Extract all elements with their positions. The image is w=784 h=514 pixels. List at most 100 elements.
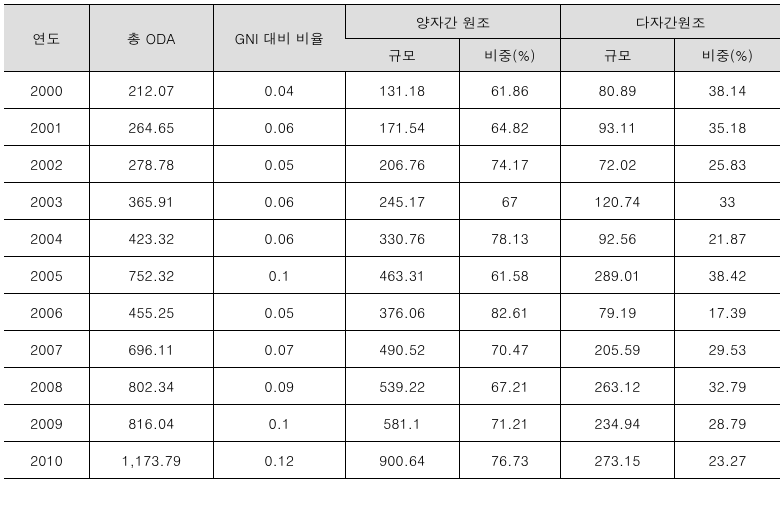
cell-total-oda: 1,173.79	[89, 442, 213, 479]
header-multilateral-share: 비중(%)	[674, 39, 780, 72]
cell-year: 2010	[4, 442, 89, 479]
cell-bilateral-share: 61.86	[459, 72, 561, 109]
cell-total-oda: 455.25	[89, 294, 213, 331]
header-year: 연도	[4, 5, 89, 72]
header-bilateral-share: 비중(%)	[459, 39, 561, 72]
table-row: 2005752.320.1463.3161.58289.0138.42	[4, 257, 780, 294]
cell-multilateral-scale: 289.01	[561, 257, 675, 294]
cell-multilateral-scale: 234.94	[561, 405, 675, 442]
cell-year: 2006	[4, 294, 89, 331]
table-row: 2008802.340.09539.2267.21263.1232.79	[4, 368, 780, 405]
cell-gni-ratio: 0.09	[213, 368, 345, 405]
table-header: 연도 총 ODA GNI 대비 비율 양자간 원조 다자간원조 규모 비중(%)…	[4, 5, 780, 72]
cell-multilateral-share: 25.83	[674, 146, 780, 183]
cell-gni-ratio: 0.04	[213, 72, 345, 109]
table-row: 2009816.040.1581.171.21234.9428.79	[4, 405, 780, 442]
header-bilateral: 양자간 원조	[345, 5, 560, 39]
table-row: 20101,173.790.12900.6476.73273.1523.27	[4, 442, 780, 479]
header-gni-ratio: GNI 대비 비율	[213, 5, 345, 72]
cell-bilateral-share: 64.82	[459, 109, 561, 146]
cell-bilateral-scale: 376.06	[345, 294, 459, 331]
cell-bilateral-share: 70.47	[459, 331, 561, 368]
table-body: 2000212.070.04131.1861.8680.8938.1420012…	[4, 72, 780, 479]
cell-bilateral-share: 67	[459, 183, 561, 220]
cell-bilateral-share: 82.61	[459, 294, 561, 331]
cell-multilateral-share: 17.39	[674, 294, 780, 331]
cell-gni-ratio: 0.1	[213, 405, 345, 442]
cell-multilateral-share: 28.79	[674, 405, 780, 442]
cell-multilateral-share: 38.14	[674, 72, 780, 109]
cell-year: 2008	[4, 368, 89, 405]
cell-bilateral-share: 71.21	[459, 405, 561, 442]
table-row: 2001264.650.06171.5464.8293.1135.18	[4, 109, 780, 146]
cell-bilateral-share: 78.13	[459, 220, 561, 257]
table-row: 2002278.780.05206.7674.1772.0225.83	[4, 146, 780, 183]
cell-multilateral-share: 23.27	[674, 442, 780, 479]
cell-bilateral-scale: 581.1	[345, 405, 459, 442]
header-bilateral-scale: 규모	[345, 39, 459, 72]
cell-bilateral-scale: 900.64	[345, 442, 459, 479]
cell-gni-ratio: 0.05	[213, 294, 345, 331]
table-row: 2000212.070.04131.1861.8680.8938.14	[4, 72, 780, 109]
cell-multilateral-scale: 273.15	[561, 442, 675, 479]
cell-bilateral-scale: 490.52	[345, 331, 459, 368]
cell-multilateral-scale: 205.59	[561, 331, 675, 368]
cell-multilateral-scale: 80.89	[561, 72, 675, 109]
cell-total-oda: 423.32	[89, 220, 213, 257]
cell-multilateral-scale: 72.02	[561, 146, 675, 183]
cell-bilateral-share: 67.21	[459, 368, 561, 405]
cell-multilateral-scale: 92.56	[561, 220, 675, 257]
cell-multilateral-scale: 93.11	[561, 109, 675, 146]
cell-year: 2005	[4, 257, 89, 294]
cell-bilateral-scale: 131.18	[345, 72, 459, 109]
cell-multilateral-share: 35.18	[674, 109, 780, 146]
cell-year: 2007	[4, 331, 89, 368]
cell-multilateral-scale: 79.19	[561, 294, 675, 331]
cell-bilateral-scale: 463.31	[345, 257, 459, 294]
cell-year: 2001	[4, 109, 89, 146]
cell-bilateral-scale: 245.17	[345, 183, 459, 220]
cell-total-oda: 212.07	[89, 72, 213, 109]
cell-multilateral-share: 29.53	[674, 331, 780, 368]
cell-total-oda: 264.65	[89, 109, 213, 146]
cell-bilateral-scale: 171.54	[345, 109, 459, 146]
cell-gni-ratio: 0.06	[213, 183, 345, 220]
cell-gni-ratio: 0.1	[213, 257, 345, 294]
header-multilateral: 다자간원조	[561, 5, 780, 39]
cell-multilateral-scale: 263.12	[561, 368, 675, 405]
cell-multilateral-share: 33	[674, 183, 780, 220]
cell-year: 2009	[4, 405, 89, 442]
header-multilateral-scale: 규모	[561, 39, 675, 72]
cell-gni-ratio: 0.05	[213, 146, 345, 183]
cell-gni-ratio: 0.06	[213, 220, 345, 257]
cell-year: 2004	[4, 220, 89, 257]
header-total-oda: 총 ODA	[89, 5, 213, 72]
cell-total-oda: 752.32	[89, 257, 213, 294]
table-row: 2003365.910.06245.1767120.7433	[4, 183, 780, 220]
cell-gni-ratio: 0.06	[213, 109, 345, 146]
cell-bilateral-share: 61.58	[459, 257, 561, 294]
cell-total-oda: 696.11	[89, 331, 213, 368]
cell-bilateral-scale: 539.22	[345, 368, 459, 405]
cell-total-oda: 816.04	[89, 405, 213, 442]
table-row: 2006455.250.05376.0682.6179.1917.39	[4, 294, 780, 331]
cell-year: 2002	[4, 146, 89, 183]
cell-total-oda: 365.91	[89, 183, 213, 220]
cell-total-oda: 802.34	[89, 368, 213, 405]
table-row: 2007696.110.07490.5270.47205.5929.53	[4, 331, 780, 368]
oda-data-table: 연도 총 ODA GNI 대비 비율 양자간 원조 다자간원조 규모 비중(%)…	[4, 4, 780, 479]
cell-bilateral-share: 76.73	[459, 442, 561, 479]
cell-year: 2000	[4, 72, 89, 109]
cell-multilateral-share: 21.87	[674, 220, 780, 257]
cell-gni-ratio: 0.12	[213, 442, 345, 479]
table-row: 2004423.320.06330.7678.1392.5621.87	[4, 220, 780, 257]
cell-total-oda: 278.78	[89, 146, 213, 183]
cell-bilateral-share: 74.17	[459, 146, 561, 183]
cell-year: 2003	[4, 183, 89, 220]
cell-bilateral-scale: 330.76	[345, 220, 459, 257]
cell-multilateral-scale: 120.74	[561, 183, 675, 220]
cell-gni-ratio: 0.07	[213, 331, 345, 368]
cell-bilateral-scale: 206.76	[345, 146, 459, 183]
cell-multilateral-share: 38.42	[674, 257, 780, 294]
cell-multilateral-share: 32.79	[674, 368, 780, 405]
